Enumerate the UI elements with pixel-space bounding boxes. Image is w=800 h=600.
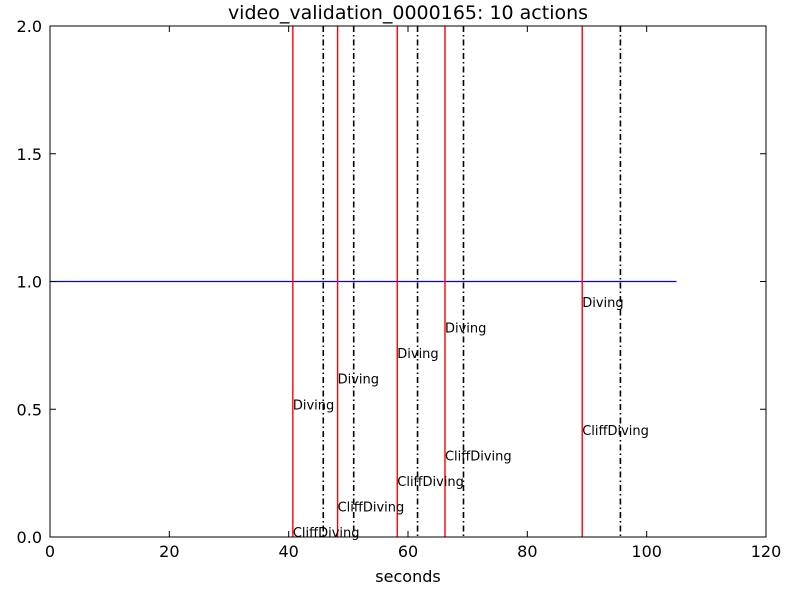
action-label: Diving — [293, 398, 334, 413]
chart-title: video_validation_0000165: 10 actions — [228, 2, 588, 24]
action-label: CliffDiving — [338, 500, 405, 515]
action-label: Diving — [582, 296, 623, 311]
y-tick-label: 0.0 — [17, 528, 42, 547]
x-tick-label: 0 — [45, 542, 55, 561]
x-axis-label: seconds — [375, 567, 440, 586]
x-tick-label: 40 — [278, 542, 298, 561]
x-tick-label: 20 — [159, 542, 179, 561]
y-tick-label: 1.0 — [17, 273, 42, 292]
x-tick-label: 120 — [751, 542, 782, 561]
plot-area: CliffDiving Diving CliffDiving Diving CliffD… — [50, 26, 677, 541]
action-label: CliffDiving — [582, 424, 649, 439]
action-label: Diving — [338, 373, 379, 388]
y-tick-label: 1.5 — [17, 145, 42, 164]
y-tick-label: 0.5 — [17, 400, 42, 419]
action-label: Diving — [397, 347, 438, 362]
x-tick-label: 80 — [517, 542, 537, 561]
action-label: CliffDiving — [445, 449, 512, 464]
axis-ticks: 0 20 40 60 80 100 120 0.0 0.5 1.0 1.5 2.0 — [17, 17, 782, 561]
action-label: CliffDiving — [293, 526, 360, 541]
action-label: CliffDiving — [397, 475, 464, 490]
x-tick-label: 60 — [398, 542, 418, 561]
x-tick-label: 100 — [631, 542, 662, 561]
y-tick-label: 2.0 — [17, 17, 42, 36]
action-label: Diving — [445, 322, 486, 337]
